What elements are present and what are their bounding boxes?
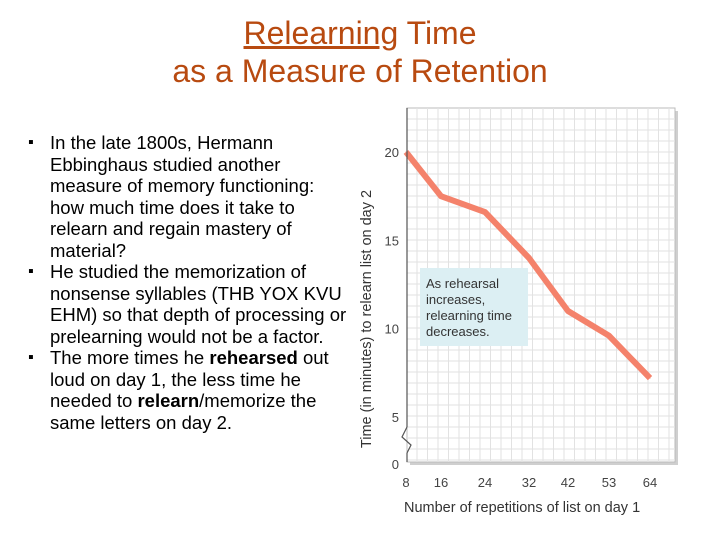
title-line-2: as a Measure of Retention [172, 53, 548, 89]
bold-relearn: relearn [137, 390, 200, 411]
x-tick-label: 8 [402, 475, 409, 490]
data-point [567, 310, 569, 312]
data-point [484, 211, 486, 213]
bullet-item-3: The more times he rehearsed out loud on … [28, 347, 348, 433]
data-point [405, 151, 407, 153]
y-tick-label: 15 [385, 233, 399, 248]
axis-break-mark [401, 426, 412, 454]
x-tick-label: 16 [434, 475, 448, 490]
data-point [608, 335, 610, 337]
x-tick-label: 32 [522, 475, 536, 490]
x-tick-label: 42 [561, 475, 575, 490]
y-tick-label: 10 [385, 322, 399, 337]
relearning-chart: As rehearsal increases, relearning time dec… [359, 107, 678, 516]
annotation-box [420, 268, 528, 346]
bullet-item-2: He studied the memorization of nonsense … [28, 261, 348, 347]
data-point [528, 257, 530, 259]
x-tick-label: 64 [643, 475, 657, 490]
data-point [440, 195, 442, 197]
title-time: Time [398, 15, 477, 51]
y-axis-label: Time (in minutes) to relearn list on day… [359, 190, 375, 448]
x-tick-label: 53 [602, 475, 616, 490]
title-relearning: Relearning [243, 15, 399, 51]
data-point [649, 377, 651, 379]
annotation-text: As rehearsal increases, relearning time dec… [426, 276, 512, 339]
y-tick-label: 5 [392, 410, 399, 425]
y-tick-label: 20 [385, 145, 399, 160]
y-tick-label: 0 [392, 457, 399, 472]
bold-rehearsed: rehearsed [209, 347, 298, 368]
x-tick-label: 24 [478, 475, 492, 490]
bullet-list: In the late 1800s, Hermann Ebbinghaus st… [28, 132, 348, 433]
bullet-item-1: In the late 1800s, Hermann Ebbinghaus st… [28, 132, 348, 261]
x-axis-label: Number of repetitions of list on day 1 [404, 500, 640, 516]
slide-title: Relearning Time as a Measure of Retentio… [0, 14, 720, 90]
